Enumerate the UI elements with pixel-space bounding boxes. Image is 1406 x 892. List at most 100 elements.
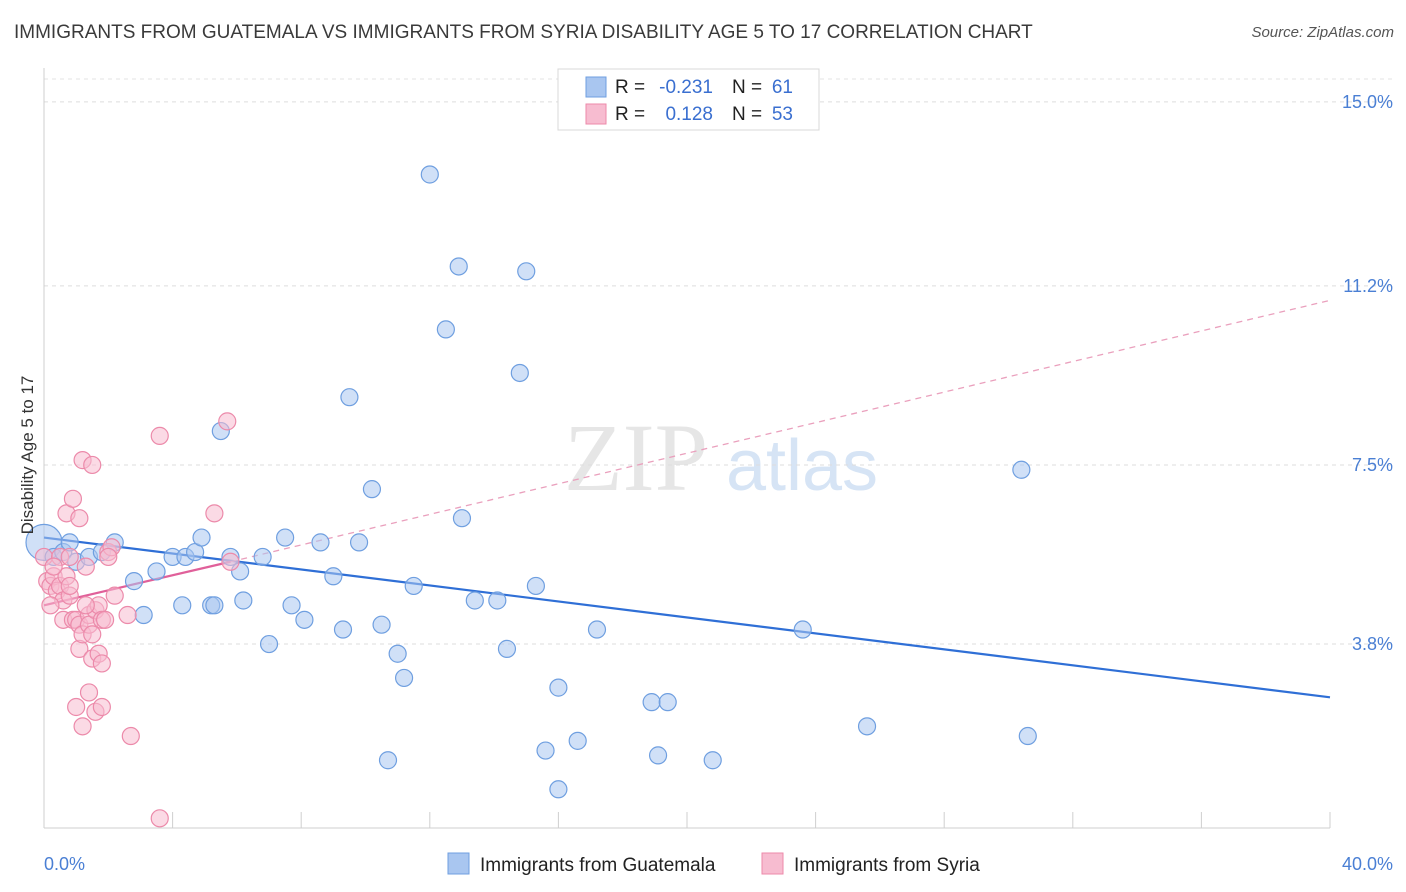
legend-n-label-2: N = (732, 104, 762, 125)
point-guatemala (465, 591, 484, 610)
point-guatemala (173, 596, 192, 615)
point-guatemala (388, 644, 407, 663)
point-guatemala (642, 693, 661, 712)
axes (43, 68, 1331, 829)
point-guatemala (394, 668, 414, 688)
legend-r-value-2: 0.128 (665, 104, 713, 125)
legend-n-value-1: 61 (772, 77, 793, 98)
bottom-legend-label-syria: Immigrants from Syria (794, 855, 980, 876)
y-axis-label: Disability Age 5 to 17 (18, 376, 37, 535)
point-guatemala (234, 591, 253, 610)
legend-n-value-2: 53 (772, 104, 793, 125)
legend-swatch-guatemala (585, 76, 607, 98)
point-guatemala (420, 165, 439, 184)
point-syria (67, 697, 86, 717)
point-guatemala (311, 533, 330, 552)
source-label: Source: ZipAtlas.com (1251, 24, 1394, 41)
y-tick-label: 15.0% (1342, 92, 1393, 112)
point-guatemala (1012, 460, 1031, 479)
point-syria (221, 552, 240, 571)
point-guatemala (259, 634, 279, 654)
point-syria (76, 596, 95, 615)
point-syria (92, 654, 111, 673)
point-syria (92, 697, 111, 717)
point-guatemala (276, 528, 295, 547)
point-guatemala (134, 605, 153, 625)
legend-n-label-1: N = (732, 77, 762, 98)
point-guatemala (857, 717, 877, 736)
point-syria (41, 596, 60, 615)
point-guatemala (340, 388, 359, 407)
point-guatemala (192, 528, 211, 547)
point-syria (76, 557, 95, 576)
point-syria (73, 717, 92, 736)
point-guatemala (378, 751, 398, 770)
point-syria (70, 509, 89, 528)
point-guatemala (703, 751, 722, 770)
point-syria (44, 557, 63, 576)
point-guatemala (333, 620, 353, 639)
y-tick-label: 3.8% (1352, 634, 1393, 654)
point-guatemala (349, 533, 369, 552)
point-guatemala (793, 620, 812, 639)
point-guatemala (658, 693, 677, 712)
point-guatemala (452, 509, 472, 528)
bottom-legend-label-guatemala: Immigrants from Guatemala (480, 855, 716, 876)
legend-r-label-2: R = (615, 104, 645, 125)
point-syria (105, 586, 124, 605)
point-guatemala (510, 363, 529, 383)
point-syria (218, 412, 237, 431)
point-syria (118, 605, 137, 625)
point-guatemala (517, 262, 536, 281)
point-guatemala (449, 257, 468, 276)
series-legend: Immigrants from Guatemala Immigrants fro… (447, 852, 980, 876)
stats-legend: R = -0.231 N = 61 R = 0.128 N = 53 (557, 68, 820, 131)
x-tick-label-max: 40.0% (1342, 854, 1393, 874)
point-syria (99, 547, 118, 567)
chart-title: IMMIGRANTS FROM GUATEMALA VS IMMIGRANTS … (14, 22, 1033, 43)
point-syria (150, 809, 169, 828)
point-guatemala (488, 591, 507, 610)
point-syria (60, 547, 79, 567)
legend-r-label-1: R = (615, 77, 645, 98)
point-syria (83, 455, 102, 475)
point-guatemala (587, 620, 607, 639)
bottom-legend-swatch-syria (761, 852, 784, 875)
y-tick-labels: 3.8% 7.5% 11.2% 15.0% (1342, 92, 1393, 654)
watermark-zip: ZIP (564, 404, 708, 511)
point-syria (79, 683, 99, 702)
legend-r-value-1: -0.231 (659, 77, 713, 98)
point-guatemala (253, 547, 272, 567)
point-guatemala (526, 576, 545, 596)
point-syria (121, 726, 140, 746)
point-guatemala (436, 320, 455, 339)
point-guatemala (295, 610, 314, 629)
legend-swatch-syria (585, 103, 607, 125)
point-guatemala (568, 731, 587, 750)
point-syria (150, 426, 169, 445)
point-syria (205, 504, 224, 523)
point-syria (95, 610, 115, 629)
trend-line-dashed-1 (230, 299, 1331, 563)
point-syria (63, 489, 83, 508)
x-tick-label-min: 0.0% (44, 854, 85, 874)
point-guatemala (497, 639, 517, 658)
bottom-legend-swatch-guatemala (447, 852, 470, 875)
point-guatemala (372, 615, 391, 634)
watermark-atlas: atlas (726, 426, 878, 506)
point-syria (83, 625, 102, 644)
point-guatemala (147, 562, 166, 581)
point-guatemala (124, 572, 144, 591)
data-points (25, 165, 1037, 828)
point-guatemala (205, 596, 224, 615)
point-guatemala (549, 780, 568, 799)
point-guatemala (404, 576, 423, 596)
point-syria (60, 576, 79, 596)
y-tick-label: 11.2% (1343, 276, 1393, 296)
point-guatemala (362, 480, 382, 499)
point-guatemala (648, 746, 668, 765)
y-tick-label: 7.5% (1352, 455, 1393, 475)
point-guatemala (1018, 726, 1037, 746)
gridlines (44, 78, 1392, 645)
